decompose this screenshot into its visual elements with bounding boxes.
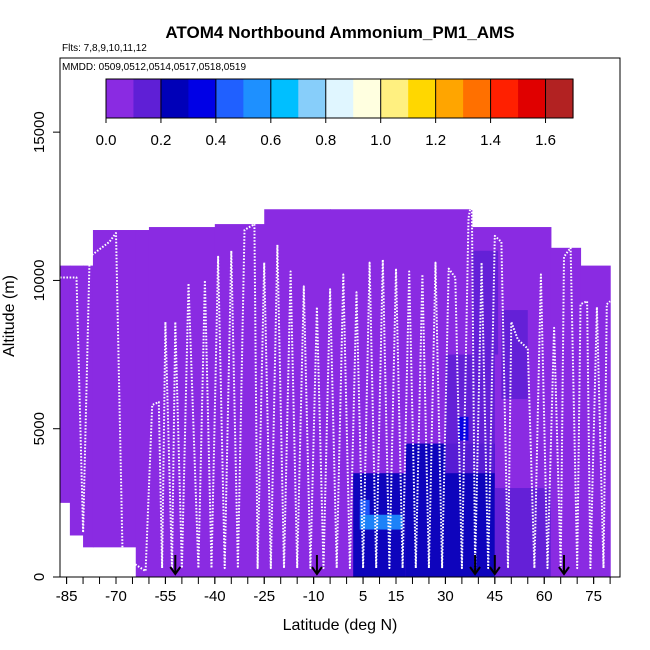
colorbar: 0.0 0.2 0.4 0.6 0.8 1.0 1.2 1.4 1.6 [96, 78, 574, 149]
y-tick-label: 5000 [31, 412, 48, 445]
heat-cell [445, 354, 495, 474]
x-tick-label: 30 [437, 588, 454, 605]
curtain-cell [214, 224, 265, 577]
x-tick-label: 5 [359, 588, 367, 605]
x-tick-label: 15 [388, 588, 405, 605]
flight-marker-arrow-head [558, 566, 570, 576]
x-tick-label: -55 [155, 588, 177, 605]
curtain-cell [69, 265, 84, 536]
colorbar-tick-label: 0.8 [315, 132, 336, 149]
colorbar-swatch [490, 79, 519, 118]
flight-marker-arrow-head [469, 566, 481, 576]
heat-cell [359, 514, 403, 530]
x-tick-label: -10 [303, 588, 325, 605]
flight-marker-arrow-head [489, 566, 501, 576]
colorbar-tick-label: 1.4 [480, 132, 501, 149]
plot-inner [60, 199, 611, 577]
colorbar-tick-label: 0.0 [96, 132, 117, 149]
colorbar-swatch [353, 79, 382, 118]
heat-cell [458, 416, 469, 441]
x-tick-label: -25 [253, 588, 275, 605]
colorbar-tick-label: 0.4 [205, 132, 226, 149]
flight-marker-arrow-head [169, 566, 182, 576]
curtain-cell [60, 265, 71, 503]
y-axis-label: Altitude (m) [1, 275, 18, 357]
colorbar-tick-label: 0.2 [151, 132, 172, 149]
curtain-cell [550, 247, 582, 577]
colorbar-swatch [325, 79, 354, 118]
y-tick-label: 0 [31, 573, 48, 581]
x-tick-label: -85 [56, 588, 78, 605]
colorbar-tick-label: 1.6 [535, 132, 556, 149]
x-tick-label: -70 [105, 588, 127, 605]
flight-marker-arrow-head [311, 566, 323, 576]
colorbar-swatch [545, 79, 574, 118]
colorbar-swatch [243, 79, 272, 118]
x-tick-label: 45 [486, 588, 503, 605]
flights-label: Flts: 7,8,9,10,11,12 [62, 43, 147, 54]
y-tick-label: 10000 [31, 260, 48, 302]
colorbar-swatch [270, 79, 299, 118]
mmdd-label: MMDD: 0509,0512,0514,0517,0518,0519 [62, 62, 246, 73]
colorbar-swatch [106, 79, 135, 118]
plot-area [59, 57, 621, 578]
x-tick-label: 75 [585, 588, 602, 605]
curtain-cell [83, 265, 94, 548]
colorbar-tick-label: 1.2 [425, 132, 446, 149]
colorbar-swatch [463, 79, 492, 118]
colorbar-swatch [188, 79, 217, 118]
heat-cell [494, 488, 551, 577]
chart-title: ATOM4 Northbound Ammonium_PM1_AMS [165, 23, 514, 42]
colorbar-swatch [160, 79, 190, 118]
colorbar-swatch [133, 79, 162, 118]
y-tick-label: 15000 [31, 111, 48, 153]
colorbar-swatch [408, 79, 437, 118]
curtain-cell [92, 230, 137, 548]
colorbar-swatch [435, 79, 464, 118]
curtain-cell [135, 230, 150, 577]
y-axis: 0 5000 10000 15000 [31, 111, 61, 581]
colorbar-swatch [215, 79, 244, 118]
colorbar-swatch [380, 79, 409, 118]
colorbar-swatch [518, 79, 547, 118]
colorbar-tick-label: 1.0 [370, 132, 391, 149]
heat-cell [359, 499, 370, 515]
colorbar-swatch [298, 79, 327, 118]
flight-track-line [60, 199, 611, 573]
x-tick-label: -40 [204, 588, 226, 605]
heat-cell [501, 310, 528, 400]
x-tick-label: 60 [536, 588, 553, 605]
x-axis: -85 -70 -55 -40 -25 -10 5 15 30 45 60 75 [56, 576, 614, 605]
colorbar-frame [105, 78, 574, 119]
colorbar-tick-label: 0.6 [260, 132, 281, 149]
x-axis-label: Latitude (deg N) [283, 617, 398, 634]
